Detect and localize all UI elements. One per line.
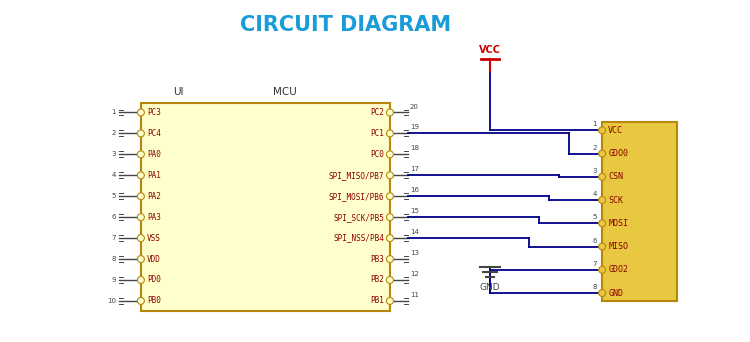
Text: 19: 19: [410, 124, 419, 130]
Text: 1: 1: [112, 109, 116, 116]
Circle shape: [137, 298, 144, 304]
Text: PA3: PA3: [147, 213, 160, 222]
Text: PA1: PA1: [147, 171, 160, 180]
Circle shape: [137, 151, 144, 158]
Circle shape: [137, 130, 144, 137]
Text: CIRCUIT DIAGRAM: CIRCUIT DIAGRAM: [239, 15, 451, 35]
Text: MCU: MCU: [274, 87, 297, 96]
Circle shape: [386, 298, 394, 304]
Text: SPI_MOSI/PB6: SPI_MOSI/PB6: [328, 192, 384, 201]
Text: 15: 15: [410, 208, 419, 214]
Circle shape: [137, 172, 144, 179]
Text: PC2: PC2: [370, 108, 384, 117]
Text: PA0: PA0: [147, 150, 160, 159]
Text: 9: 9: [112, 277, 116, 283]
Text: GDO0: GDO0: [608, 149, 628, 158]
Text: 5: 5: [112, 193, 116, 199]
Text: 6: 6: [592, 238, 597, 244]
Text: SPI_MISO/PB7: SPI_MISO/PB7: [328, 171, 384, 180]
Circle shape: [598, 173, 606, 180]
Text: 16: 16: [410, 187, 419, 193]
Text: SPI_NSS/PB4: SPI_NSS/PB4: [333, 234, 384, 242]
Text: UI: UI: [173, 87, 184, 96]
Text: VCC: VCC: [608, 126, 623, 135]
Text: 4: 4: [592, 191, 597, 197]
Text: 2: 2: [112, 130, 116, 136]
Circle shape: [137, 193, 144, 200]
Circle shape: [386, 255, 394, 263]
Text: 13: 13: [410, 250, 419, 256]
Text: PB0: PB0: [147, 297, 160, 305]
Text: VSS: VSS: [147, 234, 160, 242]
Text: 12: 12: [410, 271, 419, 277]
Text: MOSI: MOSI: [608, 219, 628, 228]
Circle shape: [386, 193, 394, 200]
Text: GND: GND: [479, 283, 500, 292]
Text: MISO: MISO: [608, 242, 628, 251]
Text: 7: 7: [592, 261, 597, 267]
Circle shape: [598, 266, 606, 273]
Text: 20: 20: [410, 104, 419, 109]
Circle shape: [137, 214, 144, 221]
Circle shape: [598, 150, 606, 157]
Text: PB3: PB3: [370, 254, 384, 264]
Text: 18: 18: [410, 145, 419, 152]
Text: PA2: PA2: [147, 192, 160, 201]
Circle shape: [386, 130, 394, 137]
Text: VCC: VCC: [478, 45, 500, 55]
Text: PC1: PC1: [370, 129, 384, 138]
Text: 3: 3: [592, 168, 597, 174]
Text: PC0: PC0: [370, 150, 384, 159]
Circle shape: [386, 277, 394, 284]
Circle shape: [386, 214, 394, 221]
Circle shape: [386, 151, 394, 158]
Circle shape: [386, 172, 394, 179]
Bar: [602, 122, 677, 301]
Text: SPI_SCK/PB5: SPI_SCK/PB5: [333, 213, 384, 222]
Circle shape: [386, 109, 394, 116]
Text: 5: 5: [592, 214, 597, 220]
Circle shape: [137, 235, 144, 241]
Text: PC3: PC3: [147, 108, 160, 117]
Circle shape: [598, 220, 606, 227]
Text: 6: 6: [112, 214, 116, 220]
Text: 14: 14: [410, 229, 419, 235]
Circle shape: [598, 290, 606, 297]
Text: PB1: PB1: [370, 297, 384, 305]
Circle shape: [137, 255, 144, 263]
Text: CSN: CSN: [608, 172, 623, 181]
Text: 11: 11: [410, 292, 419, 298]
Circle shape: [386, 235, 394, 241]
Text: 7: 7: [112, 235, 116, 241]
Circle shape: [137, 277, 144, 284]
Text: 3: 3: [112, 152, 116, 157]
Text: 4: 4: [112, 172, 116, 178]
Text: 1: 1: [592, 121, 597, 127]
Text: GDO2: GDO2: [608, 265, 628, 274]
Bar: [141, 103, 390, 311]
Text: VDD: VDD: [147, 254, 160, 264]
Text: PD0: PD0: [147, 276, 160, 285]
Text: 8: 8: [112, 256, 116, 262]
Text: PC4: PC4: [147, 129, 160, 138]
Circle shape: [598, 243, 606, 250]
Text: GND: GND: [608, 289, 623, 298]
Text: 2: 2: [592, 145, 597, 150]
Text: 17: 17: [410, 166, 419, 172]
Circle shape: [598, 197, 606, 203]
Circle shape: [137, 109, 144, 116]
Text: 10: 10: [107, 298, 116, 304]
Text: PB2: PB2: [370, 276, 384, 285]
Circle shape: [598, 127, 606, 134]
Text: SCK: SCK: [608, 196, 623, 205]
Text: 8: 8: [592, 284, 597, 290]
